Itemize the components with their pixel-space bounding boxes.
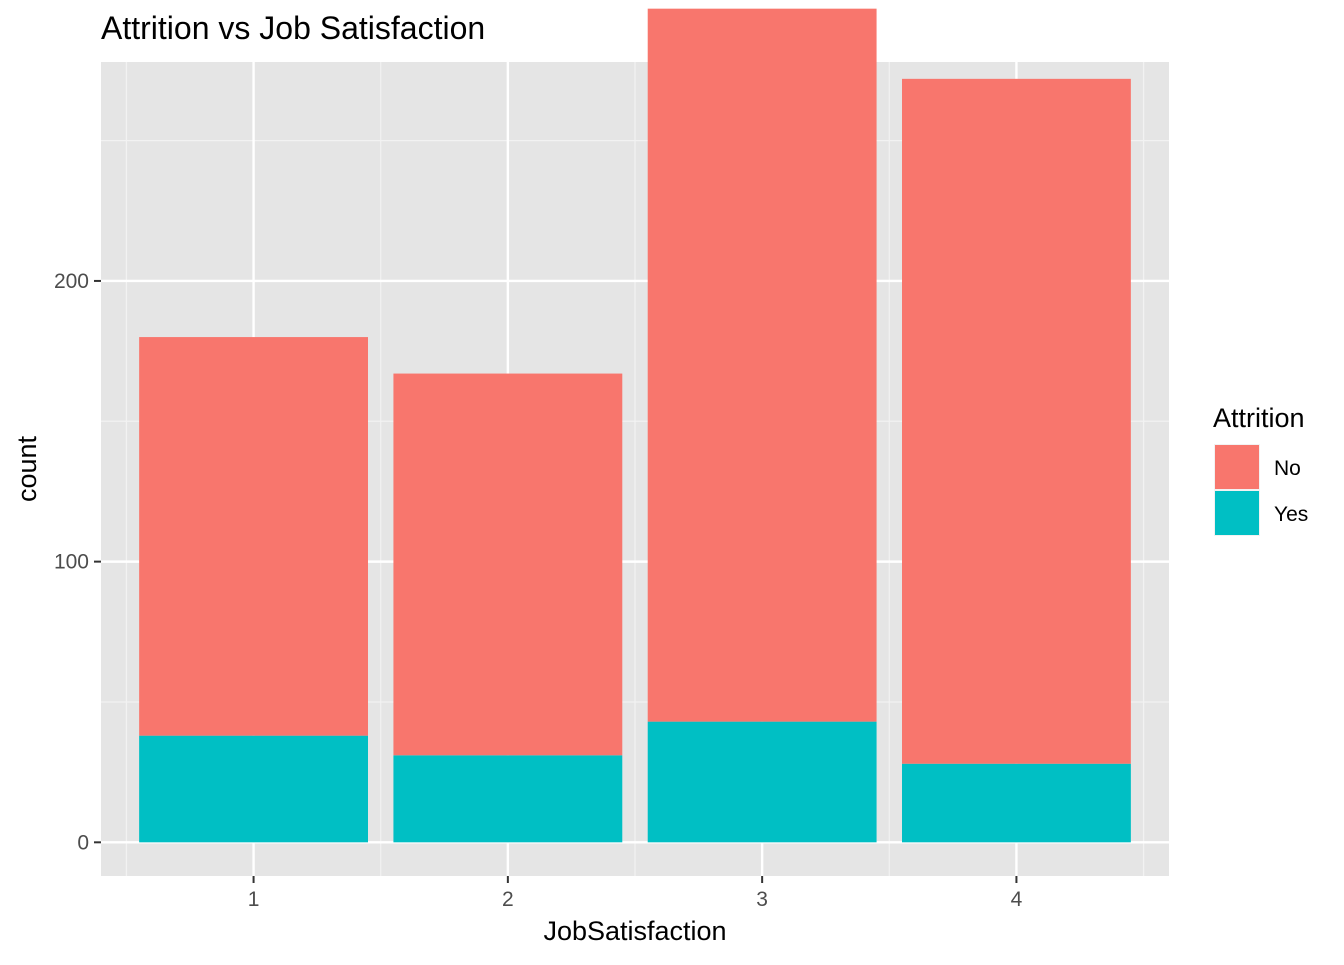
x-tick-label: 4 xyxy=(1011,888,1023,911)
x-tick-label: 1 xyxy=(248,888,260,911)
chart-title: Attrition vs Job Satisfaction xyxy=(101,10,485,46)
x-axis-title: JobSatisfaction xyxy=(543,916,726,946)
bar-yes xyxy=(647,721,877,843)
legend: Attrition No Yes xyxy=(1213,403,1308,536)
bar-no xyxy=(393,373,623,756)
legend-key xyxy=(1215,491,1259,535)
bar-no xyxy=(139,337,368,736)
x-tick-label: 3 xyxy=(756,888,768,911)
bar-yes xyxy=(393,755,623,843)
legend-key xyxy=(1215,445,1259,489)
y-tick-label: 0 xyxy=(77,831,89,854)
y-tick-label: 100 xyxy=(54,551,89,574)
bar-no xyxy=(647,8,877,722)
legend-title: Attrition xyxy=(1213,403,1305,433)
x-tick-label: 2 xyxy=(502,888,514,911)
bar-no xyxy=(902,78,1131,764)
y-axis: 0 100 200 xyxy=(54,270,101,854)
x-axis: 1 2 3 4 xyxy=(248,876,1023,911)
legend-label: Yes xyxy=(1274,503,1308,526)
y-tick-label: 200 xyxy=(54,270,89,293)
bars xyxy=(139,8,1131,843)
bar-yes xyxy=(139,735,368,843)
y-axis-title: count xyxy=(12,435,42,502)
legend-label: No xyxy=(1274,457,1301,480)
bar-yes xyxy=(902,763,1131,843)
